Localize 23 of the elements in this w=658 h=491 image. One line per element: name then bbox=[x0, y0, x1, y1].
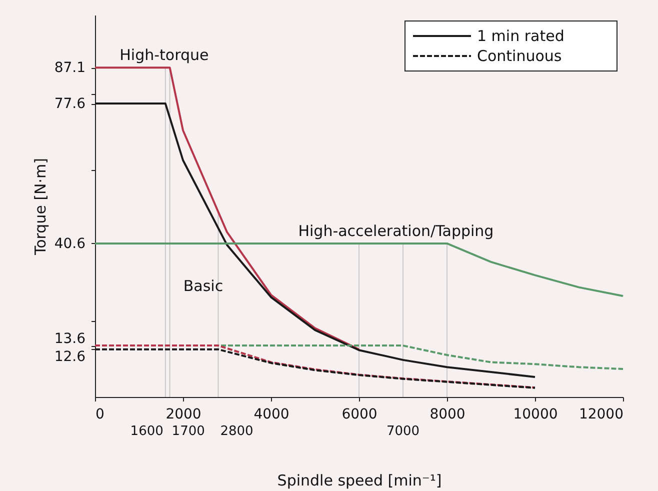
legend-label: 1 min rated bbox=[477, 27, 564, 45]
y-tick-label: 12.6 bbox=[54, 348, 86, 365]
y-tick-label: 87.1 bbox=[54, 60, 86, 76]
ref-line-label: 7000 bbox=[386, 424, 420, 439]
y-tick-label: 77.6 bbox=[54, 96, 86, 112]
annotation: High-acceleration/Tapping bbox=[298, 222, 494, 240]
y-tick-label: 13.6 bbox=[54, 331, 86, 348]
y-tick-label: 40.6 bbox=[54, 236, 86, 252]
x-tick-label: 6000 bbox=[342, 406, 378, 422]
annotation: High-torque bbox=[120, 46, 209, 64]
ref-line-label: 1600 bbox=[130, 424, 164, 439]
x-tick-label: 12000 bbox=[578, 406, 624, 422]
x-tick-label: 10000 bbox=[513, 406, 558, 422]
annotation: Basic bbox=[183, 277, 224, 296]
x-tick-label: 8000 bbox=[430, 406, 466, 422]
y-axis-title: Torque [N·m] bbox=[31, 158, 50, 256]
x-tick-label: 4000 bbox=[254, 406, 290, 422]
ref-line-label: 1700 bbox=[172, 424, 205, 439]
x-axis-title: Spindle speed [min⁻¹] bbox=[277, 472, 442, 490]
ref-line-label: 2800 bbox=[220, 424, 254, 439]
x-tick-label: 0 bbox=[96, 406, 104, 422]
legend-label: Continuous bbox=[477, 47, 562, 65]
x-tick-label: 2000 bbox=[166, 406, 202, 422]
